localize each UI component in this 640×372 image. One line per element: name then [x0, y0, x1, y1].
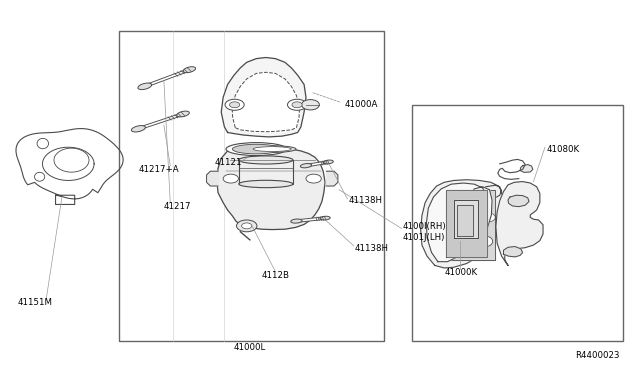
- Circle shape: [479, 212, 495, 222]
- Text: R4400023: R4400023: [575, 351, 620, 360]
- Polygon shape: [520, 164, 533, 172]
- Polygon shape: [207, 171, 218, 186]
- Text: 41080K: 41080K: [546, 145, 579, 154]
- Polygon shape: [508, 195, 529, 207]
- Ellipse shape: [37, 138, 49, 149]
- Ellipse shape: [177, 111, 189, 117]
- Polygon shape: [232, 72, 300, 132]
- Circle shape: [292, 102, 302, 108]
- Ellipse shape: [35, 172, 45, 181]
- Polygon shape: [217, 148, 325, 230]
- Circle shape: [225, 99, 244, 110]
- Ellipse shape: [291, 219, 302, 223]
- Text: 41000A: 41000A: [344, 100, 378, 109]
- Ellipse shape: [226, 142, 287, 155]
- Ellipse shape: [239, 180, 293, 187]
- Circle shape: [301, 100, 319, 110]
- Ellipse shape: [323, 160, 333, 164]
- Text: 4100I(RH): 4100I(RH): [403, 222, 447, 231]
- Text: 41217+A: 41217+A: [138, 165, 179, 174]
- Circle shape: [438, 223, 463, 238]
- Ellipse shape: [131, 126, 145, 132]
- Bar: [239, 160, 293, 184]
- Polygon shape: [504, 247, 523, 257]
- Polygon shape: [454, 200, 478, 238]
- Text: 41000K: 41000K: [444, 268, 477, 277]
- Ellipse shape: [138, 83, 152, 90]
- Text: 4101J(LH): 4101J(LH): [403, 233, 445, 242]
- Polygon shape: [420, 180, 504, 268]
- Circle shape: [242, 223, 252, 229]
- Polygon shape: [446, 190, 487, 257]
- Ellipse shape: [239, 156, 293, 164]
- Ellipse shape: [253, 147, 291, 151]
- Circle shape: [230, 102, 240, 108]
- Bar: [412, 105, 623, 341]
- Text: 41138H: 41138H: [349, 196, 383, 205]
- Text: 4112B: 4112B: [261, 271, 289, 280]
- Polygon shape: [326, 171, 338, 186]
- Polygon shape: [426, 183, 492, 262]
- Text: 41000L: 41000L: [234, 343, 266, 352]
- Polygon shape: [444, 190, 495, 260]
- Circle shape: [306, 174, 321, 183]
- Text: 41151M: 41151M: [17, 298, 52, 307]
- Ellipse shape: [248, 146, 296, 153]
- Ellipse shape: [183, 67, 196, 73]
- Ellipse shape: [54, 148, 89, 172]
- Text: 41138H: 41138H: [355, 244, 389, 253]
- Text: 41121: 41121: [215, 157, 243, 167]
- Circle shape: [287, 99, 307, 110]
- Bar: [119, 31, 384, 341]
- Polygon shape: [457, 205, 473, 236]
- Ellipse shape: [320, 216, 330, 220]
- Polygon shape: [496, 182, 543, 265]
- Circle shape: [472, 235, 493, 247]
- Ellipse shape: [232, 144, 280, 154]
- Circle shape: [223, 174, 239, 183]
- Ellipse shape: [300, 164, 312, 168]
- Polygon shape: [221, 58, 306, 137]
- Circle shape: [237, 220, 257, 232]
- Text: 41217: 41217: [164, 202, 191, 211]
